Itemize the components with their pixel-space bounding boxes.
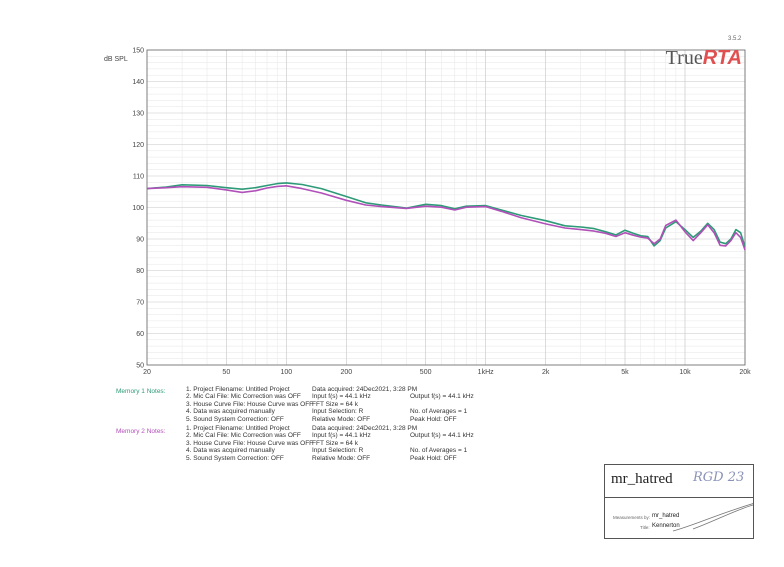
y-axis-label: dB SPL: [104, 56, 128, 63]
note-text: 5. Sound System Correction: OFF: [186, 454, 284, 462]
note-mid-text: FFT Size = 64 k: [312, 439, 358, 447]
y-tick-label: 140: [132, 79, 144, 86]
minor-grid: [146, 50, 746, 365]
note-right-text: Output f(s) = 44.1 kHz: [410, 432, 474, 440]
note-text: 5. Sound System Correction: OFF: [186, 415, 284, 423]
note-mid-text: Data acquired: 24Dec2021, 3:28 PM: [312, 386, 418, 393]
note-line: 2. Mic Cal File: Mic Correction was OFF I…: [186, 432, 506, 439]
note-right-text: No. of Averages = 1: [410, 408, 468, 416]
y-tick-label: 70: [136, 300, 144, 307]
note-mid-text: Input Selection: R: [312, 447, 364, 455]
x-tick-label: 500: [420, 369, 432, 376]
y-tick-label: 130: [132, 111, 144, 118]
note-text: 4. Data was acquired manually: [186, 408, 275, 416]
x-tick-label: 2k: [542, 369, 550, 376]
stamp-handwritten-note: RGD 23: [693, 470, 745, 485]
note-text: 2. Mic Cal File: Mic Correction was OFF: [186, 432, 301, 440]
series-line-memory-2: [146, 185, 746, 251]
note-line: 2. Mic Cal File: Mic Correction was OFF I…: [186, 393, 506, 400]
series-line-memory-1: [146, 182, 746, 248]
memory1-notes-label: Memory 1 Notes:: [116, 388, 166, 395]
x-tick-label: 5k: [621, 369, 629, 376]
signature-scribble: [672, 503, 753, 532]
note-line: 1. Project Filename: Untitled Project Dat…: [186, 386, 506, 393]
y-tick-label: 50: [136, 363, 144, 370]
stamp-name: mr_hatred: [611, 471, 673, 487]
stamp-divider: [605, 497, 753, 498]
note-text: 4. Data was acquired manually: [186, 447, 275, 455]
x-tick-label: 100: [280, 369, 292, 376]
note-mid-text: Input Selection: R: [312, 408, 364, 416]
note-line: 5. Sound System Correction: OFF Relative …: [186, 416, 506, 423]
note-text: 2. Mic Cal File: Mic Correction was OFF: [186, 393, 301, 401]
brand-logo-true: True: [666, 47, 703, 69]
note-line: 3. House Curve File: House Curve was OFF…: [186, 401, 506, 408]
y-tick-label: 150: [132, 48, 144, 55]
x-tick-label: 20: [143, 369, 151, 376]
y-tick-label: 80: [136, 268, 144, 275]
y-axis-ticks: 50 60 70 80 90 100 110 120 130 140 150: [132, 48, 144, 370]
x-tick-label: 10k: [679, 369, 691, 376]
x-axis-ticks: 20 50 100 200 500 1kHz 2k 5k 10k 20k: [143, 369, 751, 376]
y-tick-label: 120: [132, 142, 144, 149]
note-line: 5. Sound System Correction: OFF Relative …: [186, 455, 506, 462]
note-text: 1. Project Filename: Untitled Project: [186, 425, 290, 432]
memory2-notes: 1. Project Filename: Untitled Project Dat…: [186, 425, 506, 462]
note-line: 3. House Curve File: House Curve was OFF…: [186, 440, 506, 447]
note-right-text: Output f(s) = 44.1 kHz: [410, 393, 474, 401]
note-line: 4. Data was acquired manually Input Selec…: [186, 447, 506, 454]
note-line: 1. Project Filename: Untitled Project Dat…: [186, 425, 506, 432]
note-text: 1. Project Filename: Untitled Project: [186, 386, 290, 393]
x-tick-label: 50: [222, 369, 230, 376]
memory2-notes-label: Memory 2 Notes:: [116, 428, 166, 435]
y-tick-label: 110: [133, 174, 144, 181]
memory1-notes: 1. Project Filename: Untitled Project Dat…: [186, 386, 506, 423]
note-text: 3. House Curve File: House Curve was OFF: [186, 439, 314, 447]
note-mid-text: Data acquired: 24Dec2021, 3:28 PM: [312, 425, 418, 432]
brand-logo: TrueRTA: [666, 47, 742, 69]
note-text: 3. House Curve File: House Curve was OFF: [186, 400, 314, 408]
measurement-stamp: mr_hatred RGD 23 Measurements by: mr_hat…: [604, 464, 754, 539]
note-line: 4. Data was acquired manually Input Selec…: [186, 408, 506, 415]
plot-frame: [146, 49, 746, 366]
note-mid-text: Input f(s) = 44.1 kHz: [312, 432, 371, 440]
note-mid-text: Input f(s) = 44.1 kHz: [312, 393, 371, 401]
stamp-title-value: Kennerton: [652, 523, 680, 529]
y-tick-label: 100: [132, 205, 144, 212]
note-mid-text: FFT Size = 64 k: [312, 400, 358, 408]
stamp-measurements-label: Measurements by:: [613, 515, 651, 520]
x-tick-label: 20k: [739, 369, 751, 376]
note-mid-text: Relative Mode: OFF: [312, 415, 371, 423]
brand-logo-rta: RTA: [703, 47, 742, 69]
stamp-title-label: Title:: [640, 525, 650, 530]
stamp-measurements-value: mr_hatred: [652, 513, 680, 519]
series-group: [146, 182, 746, 251]
x-tick-label: 200: [340, 369, 352, 376]
note-right-text: Peak Hold: OFF: [410, 454, 457, 462]
note-mid-text: Relative Mode: OFF: [312, 454, 371, 462]
y-tick-label: 60: [136, 331, 144, 338]
note-right-text: Peak Hold: OFF: [410, 415, 457, 423]
x-tick-label: 1kHz: [478, 369, 494, 376]
note-right-text: No. of Averages = 1: [410, 447, 468, 455]
y-tick-label: 90: [136, 237, 144, 244]
version-label: 3.5.2: [728, 36, 742, 42]
